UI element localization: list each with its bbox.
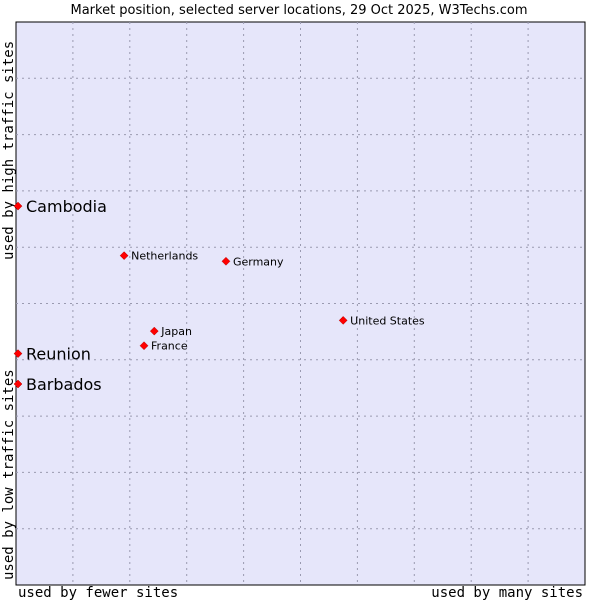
point-marker-reunion <box>13 349 23 358</box>
point-marker-cambodia <box>13 201 23 211</box>
point-label-japan: Japan <box>160 325 192 338</box>
grid-lines <box>16 22 585 585</box>
data-points: Cambodia Reunion Barbados Netherlands German… <box>13 197 425 394</box>
point-marker-barbados <box>13 379 23 389</box>
x-axis-label-left: used by fewer sites <box>18 585 178 600</box>
point-label-netherlands: Netherlands <box>131 250 198 263</box>
chart-title: Market position, selected server locatio… <box>70 3 527 18</box>
point-label-cambodia: Cambodia <box>26 197 107 216</box>
point-label-united-states: United States <box>350 314 425 327</box>
y-axis-label-top: used by high traffic sites <box>1 41 17 260</box>
x-axis-label-right: used by many sites <box>431 585 583 600</box>
point-label-germany: Germany <box>233 255 284 268</box>
point-marker-france <box>139 341 149 351</box>
point-marker-netherlands <box>119 251 129 260</box>
point-marker-japan <box>149 326 159 336</box>
point-label-reunion: Reunion <box>26 345 91 364</box>
point-marker-united-states <box>338 316 348 325</box>
point-label-france: France <box>151 340 188 353</box>
point-marker-germany <box>221 256 231 266</box>
point-label-barbados: Barbados <box>26 375 102 394</box>
y-axis-label-bottom: used by low traffic sites <box>1 369 17 580</box>
